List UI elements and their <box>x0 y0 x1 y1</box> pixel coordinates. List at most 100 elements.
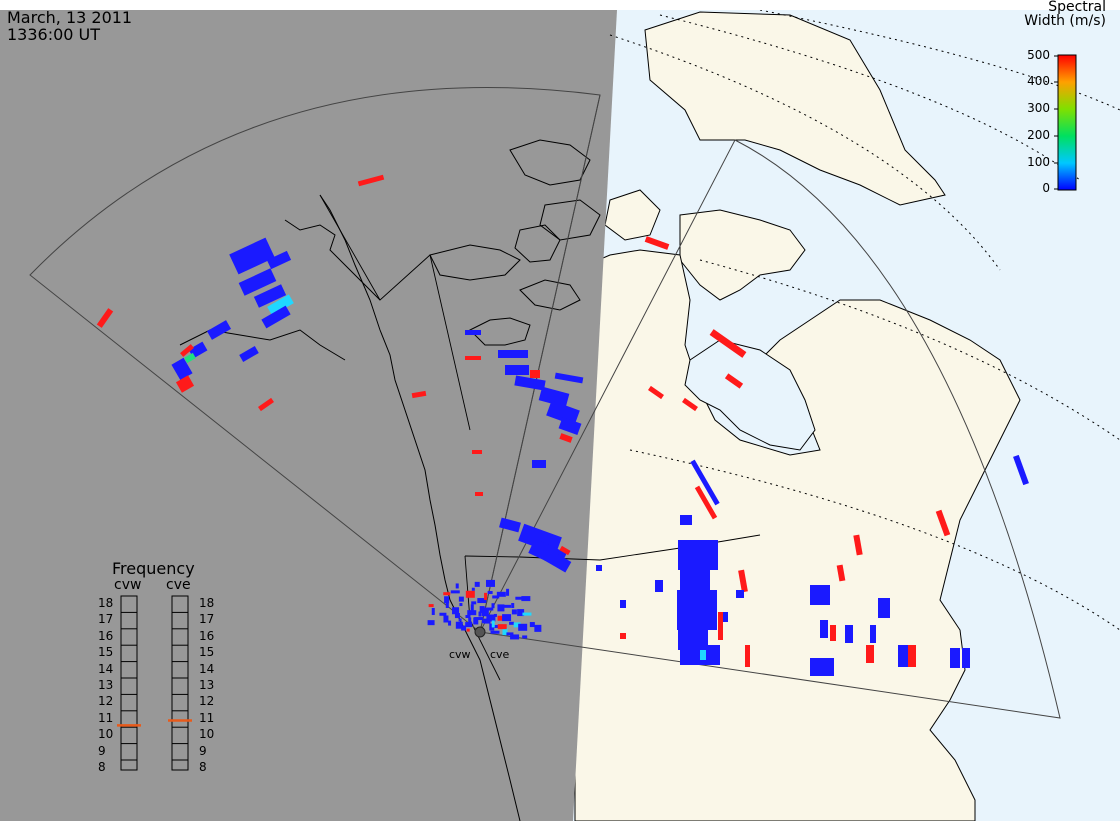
scatter-cell <box>481 620 485 624</box>
scatter-cell <box>490 630 500 634</box>
freq-tick-label: 14 <box>98 661 114 676</box>
scatter-cell <box>908 645 916 667</box>
scatter-cell <box>267 294 294 316</box>
freq-tick-label: 18 <box>98 596 114 610</box>
scatter-cell <box>870 625 876 643</box>
scatter-cell <box>477 598 487 604</box>
scatter-cell <box>596 565 602 571</box>
scatter-cell <box>502 614 512 622</box>
scatter-cell <box>491 603 495 609</box>
time-label: 1336:00 UT <box>7 25 101 44</box>
us-canada-border <box>464 534 761 561</box>
scatter-cell <box>484 607 494 611</box>
scatter-cell <box>720 612 728 622</box>
scatter-cell <box>513 622 521 628</box>
colorbar-ticks <box>1054 55 1058 190</box>
scatter-cell <box>481 609 489 617</box>
scatter-cell <box>474 617 484 621</box>
colorbar-title-line1: Spectral <box>1048 0 1106 15</box>
scatter-cell <box>450 590 460 594</box>
scatter-cell <box>497 604 505 612</box>
scatter-cell <box>411 390 427 399</box>
scatter-cell <box>466 628 470 632</box>
scatter-cell <box>718 612 723 640</box>
frequency-title: Frequency <box>112 559 195 578</box>
scatter-cell <box>487 591 493 595</box>
scatter-cell <box>498 350 528 358</box>
land-masses <box>574 11 1021 821</box>
scatter-cell <box>472 450 482 454</box>
scatter-cell <box>492 595 500 599</box>
scatter-cell <box>357 174 385 187</box>
scatter-cell <box>853 534 863 556</box>
scatter-cell <box>510 634 520 640</box>
scatter-cell <box>962 648 970 668</box>
scatter-cell <box>559 433 573 443</box>
colorbar-tick-500: 500 <box>1027 48 1050 62</box>
freq-tick-label: 11 <box>199 710 215 725</box>
coastlines-night <box>179 139 601 821</box>
scatter-cell <box>532 460 546 468</box>
scatter-cell <box>620 633 626 639</box>
freq-tick-label: 11 <box>98 710 114 725</box>
scatter-cell <box>682 397 698 412</box>
freq-tick-label: 10 <box>98 727 114 742</box>
scatter-cell <box>96 308 114 328</box>
frequency-label-cvw: cvw <box>114 577 142 593</box>
scatter-cell <box>427 620 435 626</box>
freq-tick-label: 8 <box>199 760 207 774</box>
freq-tick-label: 14 <box>199 661 215 676</box>
scatter-cell <box>644 236 670 250</box>
scatter-data <box>96 174 1029 676</box>
scatter-cell <box>455 621 463 629</box>
scatter-cell <box>518 623 528 631</box>
scatter-cell <box>745 645 750 667</box>
scatter-cell <box>467 610 477 616</box>
scatter-cell <box>511 603 515 609</box>
freq-tick-label: 18 <box>199 596 215 610</box>
scatter-cell <box>538 386 570 408</box>
scatter-cell <box>543 549 572 573</box>
water-hudson-bay <box>684 339 816 451</box>
scatter-cell <box>648 385 664 400</box>
colorbar-title-line2: Width (m/s) <box>1024 13 1106 29</box>
scatter-cell <box>454 613 460 619</box>
scatter-cell <box>506 588 510 596</box>
freq-tick-label: 16 <box>98 628 114 643</box>
scatter-cell <box>878 598 890 618</box>
scatter-cell <box>485 579 495 587</box>
scatter-cell <box>470 604 474 612</box>
scatter-cell <box>474 581 480 587</box>
scatter-cell <box>444 596 450 604</box>
scatter-cell <box>724 373 744 389</box>
scatter-cell <box>239 346 259 362</box>
scatter-cell <box>266 250 292 270</box>
freq-tick-label: 8 <box>98 760 106 774</box>
scatter-cell <box>443 615 449 623</box>
scatter-cell <box>465 590 475 598</box>
scatter-cell <box>443 592 451 596</box>
scatter-cell <box>465 622 473 628</box>
scatter-cell <box>505 365 529 375</box>
scatter-cell <box>486 614 496 622</box>
scatter-cell <box>471 587 475 591</box>
scatter-cell <box>554 372 584 384</box>
scatter-cell <box>229 237 275 275</box>
scatter-cell <box>845 625 853 643</box>
land-baffin <box>679 209 806 301</box>
scatter-cell <box>866 645 874 663</box>
freq-tick-label: 9 <box>199 743 207 758</box>
scatter-cell <box>559 545 571 556</box>
scatter-cell <box>431 607 435 615</box>
scatter-cell <box>206 320 232 340</box>
scatter-cell <box>493 613 497 617</box>
scatter-cell <box>810 658 834 676</box>
freq-tick-label: 17 <box>199 612 215 627</box>
scatter-cell <box>522 612 532 616</box>
scatter-cell <box>830 625 836 641</box>
colorbar-gradient <box>1057 54 1077 191</box>
radar-fov <box>29 87 1061 719</box>
scatter-cell <box>546 400 580 426</box>
scatter-cell <box>452 607 460 615</box>
